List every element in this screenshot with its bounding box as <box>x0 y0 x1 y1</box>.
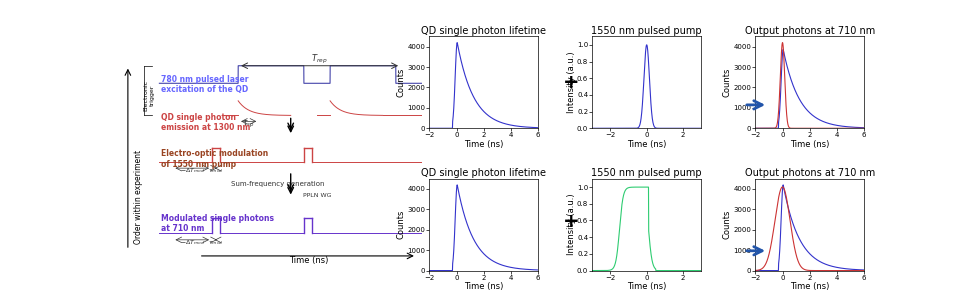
Title: QD single photon lifetime: QD single photon lifetime <box>421 168 546 178</box>
Text: $\tau_{mod}$: $\tau_{mod}$ <box>208 239 224 247</box>
X-axis label: Time (ns): Time (ns) <box>627 282 666 291</box>
Text: QD single photon
emission at 1300 nm: QD single photon emission at 1300 nm <box>160 112 251 132</box>
Text: 780 nm pulsed laser
excitation of the QD: 780 nm pulsed laser excitation of the QD <box>160 74 249 94</box>
Text: Electro-optic modulation
of 1550 nm pump: Electro-optic modulation of 1550 nm pump <box>160 149 268 168</box>
Text: +: + <box>563 73 580 92</box>
Title: 1550 nm pulsed pump: 1550 nm pulsed pump <box>591 26 702 36</box>
Y-axis label: Counts: Counts <box>723 210 732 239</box>
X-axis label: Time (ns): Time (ns) <box>790 282 829 291</box>
Text: $T_{rep}$: $T_{rep}$ <box>311 53 328 66</box>
Text: $-\Delta T_{mod}$: $-\Delta T_{mod}$ <box>180 167 204 175</box>
Text: Time (ns): Time (ns) <box>289 256 328 265</box>
Text: +: + <box>563 212 580 231</box>
Text: PPLN WG: PPLN WG <box>302 193 331 199</box>
Text: $-\Delta T_{mod}$: $-\Delta T_{mod}$ <box>180 238 204 247</box>
Title: Output photons at 710 nm: Output photons at 710 nm <box>745 168 875 178</box>
Y-axis label: Intensity (a.u.): Intensity (a.u.) <box>566 52 576 113</box>
Text: $\tau_{sp}$: $\tau_{sp}$ <box>243 119 255 130</box>
Text: Modulated single photons
at 710 nm: Modulated single photons at 710 nm <box>160 213 274 233</box>
Y-axis label: Counts: Counts <box>396 68 406 97</box>
X-axis label: Time (ns): Time (ns) <box>464 140 503 149</box>
Text: $\tau_{mod}$: $\tau_{mod}$ <box>208 168 224 175</box>
Y-axis label: Intensity (a.u.): Intensity (a.u.) <box>566 194 576 255</box>
Text: Sum-frequency generation: Sum-frequency generation <box>230 181 324 187</box>
Text: Order within experiment: Order within experiment <box>133 150 143 244</box>
Title: QD single photon lifetime: QD single photon lifetime <box>421 26 546 36</box>
Text: Electronic
trigger: Electronic trigger <box>143 79 155 111</box>
Y-axis label: Counts: Counts <box>396 210 406 239</box>
X-axis label: Time (ns): Time (ns) <box>790 140 829 149</box>
Title: Output photons at 710 nm: Output photons at 710 nm <box>745 26 875 36</box>
X-axis label: Time (ns): Time (ns) <box>627 140 666 149</box>
X-axis label: Time (ns): Time (ns) <box>464 282 503 291</box>
Title: 1550 nm pulsed pump: 1550 nm pulsed pump <box>591 168 702 178</box>
Y-axis label: Counts: Counts <box>723 68 732 97</box>
